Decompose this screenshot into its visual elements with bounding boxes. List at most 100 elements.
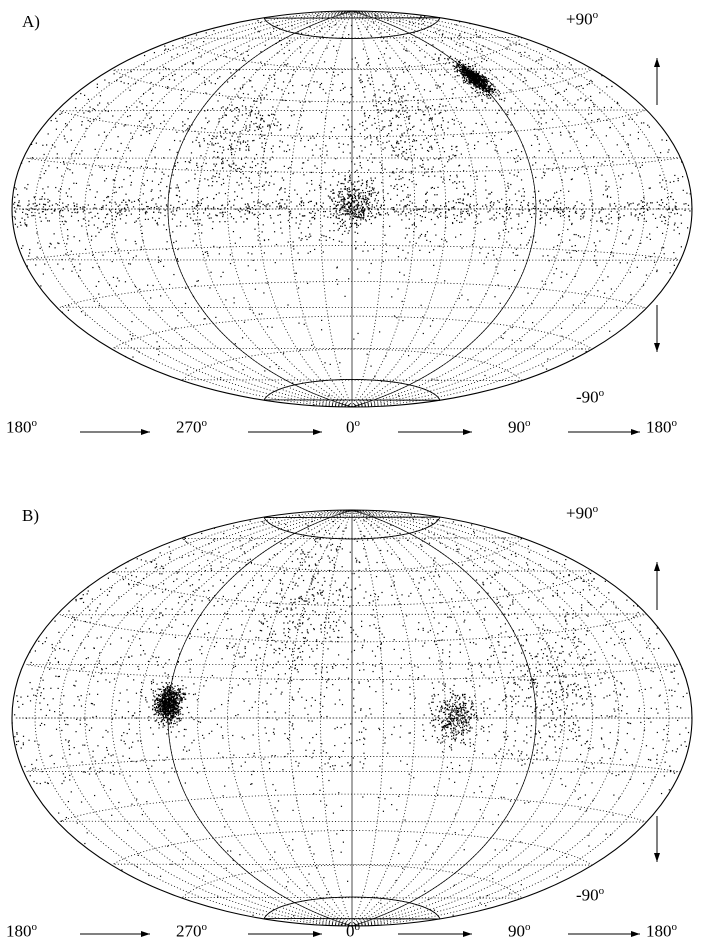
- source-point: [366, 28, 368, 30]
- source-point: [407, 252, 409, 254]
- source-point: [177, 315, 179, 317]
- source-point: [319, 538, 322, 540]
- source-point: [152, 284, 154, 287]
- source-point: [486, 89, 489, 92]
- arrow-down-head: [654, 343, 660, 352]
- source-point: [401, 134, 403, 136]
- source-point: [446, 241, 448, 243]
- source-point: [269, 366, 271, 368]
- source-point: [224, 129, 226, 131]
- source-point: [172, 231, 174, 233]
- source-point: [77, 220, 80, 222]
- source-point: [359, 213, 361, 216]
- source-point: [597, 118, 599, 121]
- source-point: [665, 180, 667, 182]
- source-point: [469, 206, 471, 208]
- source-point: [401, 219, 403, 221]
- source-point: [383, 208, 385, 210]
- longitude-line: [257, 509, 353, 927]
- source-point: [332, 850, 335, 852]
- source-point: [608, 213, 610, 215]
- source-point: [181, 109, 183, 111]
- source-point: [256, 106, 258, 109]
- source-point: [340, 209, 342, 211]
- source-point: [125, 201, 127, 203]
- source-point: [469, 66, 471, 68]
- source-point: [374, 200, 376, 202]
- source-point: [574, 682, 576, 684]
- source-point: [405, 40, 407, 42]
- source-point: [491, 217, 493, 219]
- source-point: [213, 245, 215, 247]
- source-point: [391, 207, 393, 209]
- source-point: [129, 168, 131, 170]
- source-point: [70, 215, 73, 217]
- source-point: [88, 220, 90, 222]
- source-point: [263, 184, 265, 186]
- source-point: [569, 150, 571, 152]
- source-point: [306, 238, 308, 241]
- source-point: [177, 186, 179, 188]
- source-point: [434, 128, 436, 130]
- source-point: [636, 266, 638, 268]
- source-point: [328, 533, 331, 535]
- source-point: [160, 122, 162, 125]
- source-point: [444, 239, 447, 241]
- source-point: [395, 116, 397, 118]
- source-point: [95, 285, 97, 287]
- source-point: [357, 232, 359, 234]
- source-point: [473, 78, 475, 80]
- source-point: [517, 223, 520, 225]
- source-point: [567, 83, 570, 85]
- source-point: [335, 204, 337, 206]
- source-point: [34, 202, 36, 204]
- source-point: [528, 55, 530, 57]
- source-point: [197, 212, 199, 214]
- source-point: [245, 206, 247, 208]
- source-point: [311, 217, 313, 219]
- source-point: [139, 101, 141, 103]
- source-point: [127, 656, 130, 658]
- source-point: [396, 142, 398, 144]
- source-point: [483, 80, 485, 83]
- source-point: [612, 255, 614, 257]
- source-point: [249, 129, 251, 131]
- source-point: [537, 111, 539, 113]
- source-point: [349, 211, 351, 214]
- source-point: [365, 201, 367, 204]
- source-point: [430, 218, 433, 221]
- source-point: [28, 203, 30, 205]
- source-point: [103, 169, 105, 171]
- source-point: [243, 99, 245, 102]
- source-point: [156, 109, 158, 112]
- source-point: [366, 200, 368, 202]
- source-point: [31, 208, 34, 210]
- source-point: [336, 213, 338, 215]
- source-point: [571, 692, 574, 694]
- source-point: [260, 102, 262, 104]
- source-point: [445, 227, 447, 229]
- source-point: [463, 67, 465, 69]
- longitude-line: [138, 509, 353, 927]
- source-point: [472, 130, 474, 132]
- source-point: [554, 681, 556, 684]
- source-point: [336, 184, 339, 186]
- source-point: [396, 142, 398, 145]
- source-point: [455, 737, 457, 739]
- source-point: [387, 103, 389, 105]
- source-point: [465, 101, 467, 103]
- source-point: [199, 180, 201, 182]
- source-point: [237, 95, 239, 97]
- source-point: [434, 108, 436, 110]
- source-point: [500, 336, 502, 338]
- source-point: [585, 127, 588, 129]
- source-point: [611, 223, 613, 225]
- source-point: [402, 320, 404, 322]
- source-point: [160, 205, 162, 207]
- source-point: [143, 54, 146, 57]
- source-point: [219, 212, 221, 214]
- source-point: [353, 213, 355, 215]
- source-point: [266, 703, 268, 705]
- source-point: [350, 222, 352, 225]
- source-point: [118, 248, 120, 250]
